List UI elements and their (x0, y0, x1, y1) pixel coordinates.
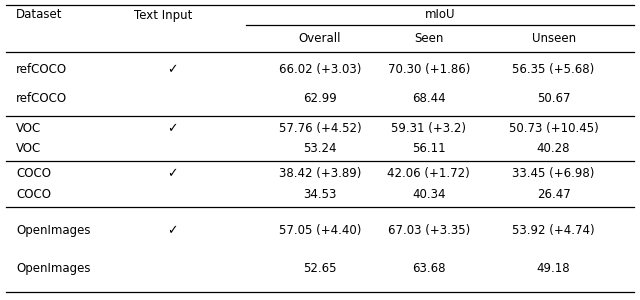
Text: refCOCO: refCOCO (16, 63, 67, 76)
Text: COCO: COCO (16, 167, 51, 180)
Text: refCOCO: refCOCO (16, 92, 67, 105)
Text: 50.73 (+10.45): 50.73 (+10.45) (509, 122, 598, 135)
Text: Unseen: Unseen (532, 32, 575, 45)
Text: OpenImages: OpenImages (16, 262, 90, 275)
Text: 56.11: 56.11 (412, 142, 445, 155)
Text: 53.24: 53.24 (303, 142, 337, 155)
Text: COCO: COCO (16, 188, 51, 201)
Text: ✓: ✓ (168, 122, 178, 135)
Text: 33.45 (+6.98): 33.45 (+6.98) (513, 167, 595, 180)
Text: 62.99: 62.99 (303, 92, 337, 105)
Text: Seen: Seen (414, 32, 444, 45)
Text: 26.47: 26.47 (537, 188, 570, 201)
Text: 38.42 (+3.89): 38.42 (+3.89) (279, 167, 361, 180)
Text: VOC: VOC (16, 122, 41, 135)
Text: OpenImages: OpenImages (16, 224, 90, 237)
Text: 68.44: 68.44 (412, 92, 445, 105)
Text: 57.76 (+4.52): 57.76 (+4.52) (278, 122, 362, 135)
Text: 34.53: 34.53 (303, 188, 337, 201)
Text: 52.65: 52.65 (303, 262, 337, 275)
Text: 50.67: 50.67 (537, 92, 570, 105)
Text: 67.03 (+3.35): 67.03 (+3.35) (388, 224, 470, 237)
Text: 40.34: 40.34 (412, 188, 445, 201)
Text: mIoU: mIoU (425, 8, 455, 22)
Text: 59.31 (+3.2): 59.31 (+3.2) (391, 122, 467, 135)
Text: 57.05 (+4.40): 57.05 (+4.40) (279, 224, 361, 237)
Text: Dataset: Dataset (16, 8, 63, 22)
Text: ✓: ✓ (168, 63, 178, 76)
Text: Overall: Overall (299, 32, 341, 45)
Text: ✓: ✓ (168, 224, 178, 237)
Text: 40.28: 40.28 (537, 142, 570, 155)
Text: 53.92 (+4.74): 53.92 (+4.74) (512, 224, 595, 237)
Text: ✓: ✓ (168, 167, 178, 180)
Text: VOC: VOC (16, 142, 41, 155)
Text: 63.68: 63.68 (412, 262, 445, 275)
Text: 56.35 (+5.68): 56.35 (+5.68) (513, 63, 595, 76)
Text: 49.18: 49.18 (537, 262, 570, 275)
Text: 66.02 (+3.03): 66.02 (+3.03) (279, 63, 361, 76)
Text: 70.30 (+1.86): 70.30 (+1.86) (388, 63, 470, 76)
Text: Text Input: Text Input (134, 8, 193, 22)
Text: 42.06 (+1.72): 42.06 (+1.72) (387, 167, 470, 180)
